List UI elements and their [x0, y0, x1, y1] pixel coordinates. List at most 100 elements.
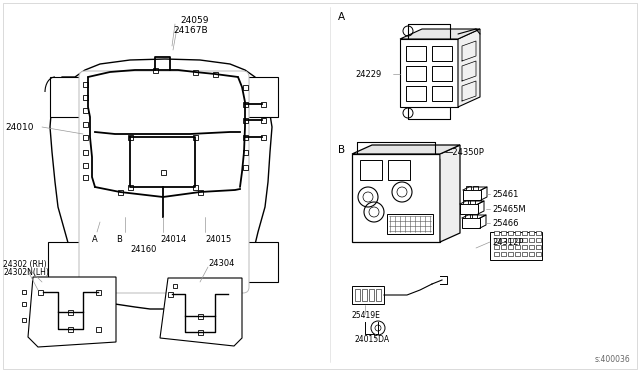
Polygon shape	[400, 29, 480, 39]
Bar	[529, 245, 534, 249]
Bar	[22, 290, 26, 294]
Bar	[369, 289, 374, 301]
Bar	[529, 252, 534, 256]
Bar	[360, 160, 382, 180]
Text: A: A	[338, 12, 345, 22]
Bar	[494, 238, 499, 242]
Bar	[193, 135, 198, 140]
FancyBboxPatch shape	[79, 71, 249, 293]
Bar	[193, 185, 198, 189]
Bar	[243, 84, 248, 90]
Polygon shape	[28, 277, 116, 347]
Bar	[432, 46, 452, 61]
Bar	[388, 160, 410, 180]
Bar	[198, 189, 202, 195]
Text: 24160: 24160	[130, 244, 156, 253]
Bar	[352, 154, 440, 242]
Text: 24014: 24014	[160, 234, 186, 244]
Bar	[494, 252, 499, 256]
Polygon shape	[246, 242, 278, 282]
Bar	[508, 231, 513, 235]
Text: 25419E: 25419E	[352, 311, 381, 321]
Bar	[536, 252, 541, 256]
Bar	[243, 135, 248, 140]
Text: 24010: 24010	[5, 122, 33, 131]
Bar	[432, 86, 452, 101]
Bar	[362, 289, 367, 301]
Bar	[406, 86, 426, 101]
Bar	[83, 81, 88, 87]
Bar	[501, 238, 506, 242]
Bar	[494, 245, 499, 249]
Bar	[173, 284, 177, 288]
Bar	[465, 214, 470, 218]
Text: 25465M: 25465M	[492, 205, 525, 214]
Bar	[536, 231, 541, 235]
Bar	[22, 302, 26, 306]
Bar	[494, 231, 499, 235]
Bar	[515, 252, 520, 256]
Text: 24312P: 24312P	[492, 237, 524, 247]
Bar	[508, 245, 513, 249]
Text: 24302 (RH): 24302 (RH)	[3, 260, 47, 269]
Bar	[95, 327, 100, 331]
Bar	[198, 330, 202, 334]
Text: 24167B: 24167B	[173, 26, 207, 35]
Polygon shape	[440, 145, 460, 242]
Bar	[83, 163, 88, 167]
Polygon shape	[48, 242, 82, 282]
Bar	[127, 185, 132, 189]
Bar	[198, 314, 202, 318]
Bar	[515, 231, 520, 235]
Bar	[95, 289, 100, 295]
Bar	[152, 67, 157, 73]
Text: 24059: 24059	[180, 16, 209, 25]
Text: 24015: 24015	[205, 234, 231, 244]
Text: 25461: 25461	[492, 189, 518, 199]
Bar	[400, 39, 458, 107]
Bar	[83, 122, 88, 126]
Bar	[501, 231, 506, 235]
Text: A: A	[92, 234, 98, 244]
Bar	[508, 238, 513, 242]
Bar	[473, 186, 478, 190]
Bar	[508, 252, 513, 256]
Bar	[522, 238, 527, 242]
Bar	[355, 289, 360, 301]
Bar	[406, 66, 426, 81]
Polygon shape	[352, 145, 460, 154]
Bar	[536, 238, 541, 242]
Bar	[262, 135, 266, 140]
Text: 24302N(LH): 24302N(LH)	[3, 269, 49, 278]
Bar	[463, 190, 481, 200]
Text: 25466: 25466	[492, 218, 518, 228]
Bar	[460, 204, 478, 214]
Bar	[212, 71, 218, 77]
Bar	[432, 66, 452, 81]
Bar	[161, 170, 166, 174]
Bar	[515, 245, 520, 249]
Bar	[243, 102, 248, 106]
Bar	[67, 310, 72, 314]
Polygon shape	[50, 77, 85, 117]
Bar	[38, 289, 42, 295]
Bar	[83, 94, 88, 99]
Polygon shape	[50, 59, 272, 309]
Bar	[472, 214, 477, 218]
Bar	[83, 174, 88, 180]
Text: B: B	[116, 234, 122, 244]
Bar	[490, 232, 542, 260]
Bar	[515, 238, 520, 242]
Bar	[243, 118, 248, 122]
Bar	[243, 150, 248, 154]
Bar	[522, 252, 527, 256]
Bar	[83, 135, 88, 140]
Polygon shape	[248, 77, 278, 117]
Bar	[522, 245, 527, 249]
Bar	[406, 46, 426, 61]
Bar	[501, 245, 506, 249]
Text: 24229: 24229	[355, 70, 381, 78]
Bar	[83, 150, 88, 154]
Bar	[118, 189, 122, 195]
Bar	[352, 286, 384, 304]
